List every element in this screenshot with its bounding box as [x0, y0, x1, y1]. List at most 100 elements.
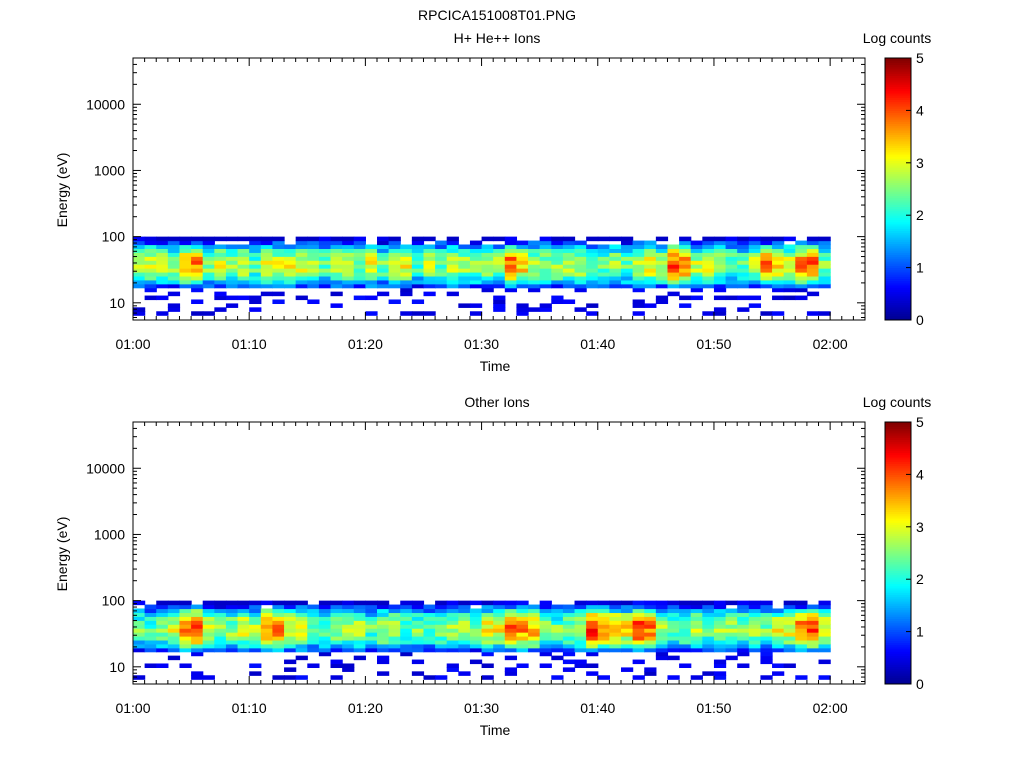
heatmap-cell	[167, 628, 181, 633]
heatmap-cell	[481, 647, 494, 653]
heatmap-cell	[458, 256, 471, 261]
heatmap-cell	[713, 639, 727, 645]
heatmap-cell	[167, 620, 181, 625]
heatmap-cell	[133, 647, 146, 653]
heatmap-cell	[632, 632, 645, 637]
heatmap-cell	[644, 252, 657, 257]
heatmap-cell	[133, 600, 146, 606]
heatmap-cell	[411, 264, 425, 269]
colorbar-segment	[885, 605, 911, 609]
heatmap-cell	[690, 604, 703, 610]
colorbar-segment	[885, 426, 911, 430]
heatmap-cell	[597, 283, 610, 289]
heatmap-cell	[574, 260, 587, 265]
heatmap-cell	[493, 635, 506, 641]
heatmap-cell	[644, 628, 657, 633]
heatmap-cell	[133, 264, 146, 269]
heatmap-cell	[667, 620, 680, 625]
heatmap-cell	[655, 268, 669, 273]
heatmap-cell	[725, 275, 738, 281]
heatmap-cell	[179, 608, 192, 614]
colorbar-tick-label: 2	[916, 207, 924, 223]
heatmap-cell	[795, 252, 808, 257]
heatmap-cell	[249, 307, 262, 312]
heatmap-cell	[365, 295, 378, 301]
heatmap-cell	[806, 639, 820, 645]
heatmap-cell	[411, 612, 425, 617]
heatmap-cell	[679, 647, 692, 653]
heatmap-cell	[446, 283, 459, 289]
heatmap-cell	[249, 639, 262, 645]
heatmap-cell	[679, 271, 692, 277]
heatmap-cell	[772, 236, 785, 242]
heatmap-cell	[202, 236, 215, 242]
heatmap-cell	[702, 279, 715, 285]
heatmap-cell	[295, 295, 308, 301]
heatmap-cell	[388, 283, 401, 289]
heatmap-cell	[411, 283, 425, 289]
heatmap-cell	[516, 311, 529, 316]
heatmap-cell	[284, 639, 297, 645]
heatmap-cell	[411, 659, 425, 665]
heatmap-cell	[621, 244, 634, 250]
heatmap-cell	[806, 647, 820, 653]
heatmap-cell	[609, 236, 622, 242]
heatmap-cell	[481, 635, 494, 641]
heatmap-cell	[144, 632, 157, 637]
heatmap-cell	[249, 635, 262, 641]
heatmap-cell	[249, 600, 262, 606]
heatmap-cell	[679, 279, 692, 285]
heatmap-cell	[249, 608, 262, 614]
heatmap-cell	[737, 651, 750, 657]
heatmap-cell	[667, 639, 680, 645]
colorbar-segment	[885, 583, 911, 587]
heatmap-cell	[225, 279, 239, 285]
colorbar-segment	[885, 261, 911, 264]
heatmap-cell	[504, 612, 518, 617]
heatmap-cell	[539, 271, 552, 277]
heatmap-cell	[632, 260, 645, 265]
heatmap-cell	[806, 643, 820, 649]
heatmap-cell	[760, 651, 773, 657]
heatmap-cell	[237, 260, 250, 265]
heatmap-cell	[435, 283, 448, 289]
heatmap-cell	[551, 299, 564, 305]
heatmap-cell	[423, 244, 436, 250]
heatmap-cell	[342, 275, 355, 281]
heatmap-cell	[481, 252, 494, 257]
heatmap-cell	[621, 268, 634, 273]
heatmap-cell	[772, 635, 785, 641]
heatmap-cell	[377, 291, 390, 297]
heatmap-cell	[156, 620, 169, 625]
heatmap-cell	[655, 639, 669, 645]
heatmap-cell	[806, 240, 820, 246]
colorbar-segment	[885, 282, 911, 286]
heatmap-cell	[621, 616, 634, 621]
heatmap-cell	[411, 299, 425, 305]
heatmap-cell	[272, 612, 285, 617]
heatmap-cell	[597, 248, 610, 253]
heatmap-cell	[621, 612, 634, 617]
heatmap-cell	[411, 632, 425, 637]
heatmap-cell	[144, 628, 157, 633]
heatmap-cell	[574, 628, 587, 633]
heatmap-cell	[446, 667, 459, 672]
heatmap-cell	[318, 608, 332, 614]
heatmap-cell	[539, 663, 552, 669]
colorbar-segment	[885, 114, 911, 118]
heatmap-cell	[191, 252, 204, 257]
heatmap-cell	[609, 616, 622, 621]
heatmap-cell	[713, 620, 727, 625]
heatmap-cell	[737, 283, 750, 289]
heatmap-cell	[562, 639, 576, 645]
heatmap-cell	[818, 675, 831, 680]
heatmap-cell	[818, 279, 831, 285]
heatmap-cell	[737, 271, 750, 277]
heatmap-cell	[609, 248, 622, 253]
heatmap-cell	[191, 264, 204, 269]
heatmap-cell	[400, 604, 413, 610]
heatmap-cell	[493, 299, 506, 305]
heatmap-cell	[632, 643, 645, 649]
heatmap-cell	[551, 604, 564, 610]
